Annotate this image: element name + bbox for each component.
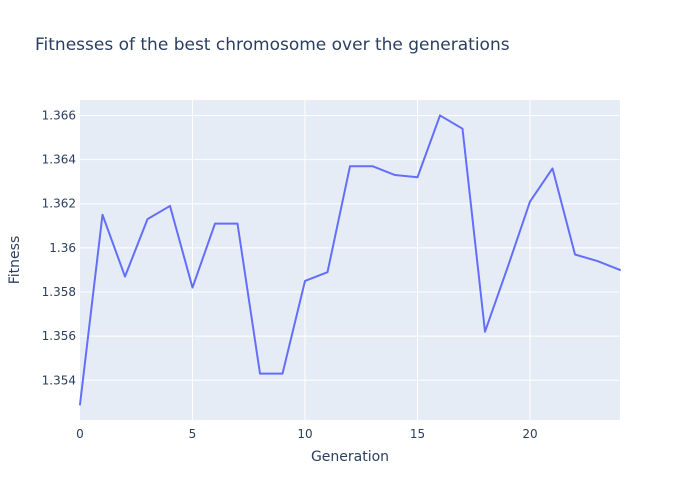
- x-tick-label: 20: [522, 427, 537, 441]
- y-tick-label: 1.356: [42, 329, 76, 343]
- y-axis-ticks: 1.354 1.356 1.358 1.36 1.362 1.364 1.366: [42, 108, 76, 387]
- y-axis-title: Fitness: [7, 236, 23, 285]
- chart-title: Fitnesses of the best chromosome over th…: [35, 35, 510, 55]
- x-axis-title: Generation: [311, 449, 389, 465]
- y-tick-label: 1.366: [42, 108, 76, 122]
- x-axis-ticks: 0 5 10 15 20: [76, 427, 537, 441]
- y-tick-label: 1.358: [42, 285, 76, 299]
- y-tick-label: 1.362: [42, 197, 76, 211]
- x-tick-label: 0: [76, 427, 84, 441]
- y-tick-label: 1.36: [49, 241, 76, 255]
- x-tick-label: 15: [410, 427, 425, 441]
- x-tick-label: 10: [297, 427, 312, 441]
- y-tick-label: 1.364: [42, 153, 76, 167]
- x-tick-label: 5: [189, 427, 197, 441]
- y-tick-label: 1.354: [42, 373, 76, 387]
- plot-area-background: [80, 100, 620, 420]
